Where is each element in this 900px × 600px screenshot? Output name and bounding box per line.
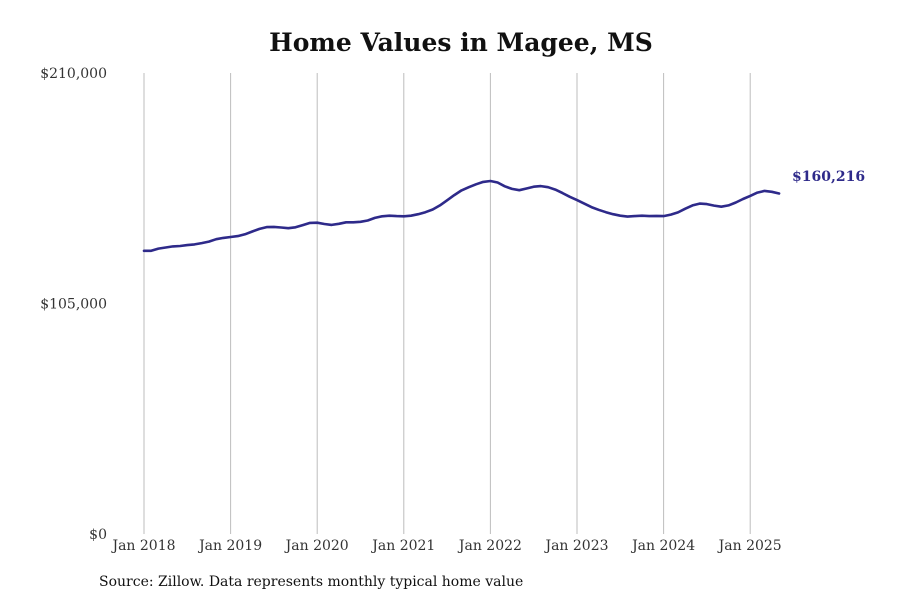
x-tick-label-2018: Jan 2018: [110, 538, 175, 554]
y-tick-label-0: $0: [89, 527, 107, 543]
x-tick-label-2022: Jan 2022: [457, 538, 522, 554]
y-axis-tick-labels: $0 $105,000 $210,000: [40, 66, 107, 543]
source-note: Source: Zillow. Data represents monthly …: [99, 574, 524, 590]
vertical-gridlines: [143, 73, 751, 534]
home-value-line: [142, 179, 781, 253]
x-tick-label-2019: Jan 2019: [197, 538, 262, 554]
x-tick-label-2025: Jan 2025: [717, 538, 782, 554]
y-tick-label-105000: $105,000: [40, 297, 107, 313]
x-tick-label-2024: Jan 2024: [630, 538, 695, 554]
x-tick-label-2020: Jan 2020: [284, 538, 349, 554]
x-axis-tick-labels: Jan 2018 Jan 2019 Jan 2020 Jan 2021 Jan 2022…: [110, 538, 781, 554]
chart-title: Home Values in Magee, MS: [269, 28, 653, 57]
x-tick-label-2023: Jan 2023: [543, 538, 608, 554]
last-value-label: $160,216: [792, 169, 865, 185]
y-tick-label-210000: $210,000: [40, 66, 107, 82]
x-tick-label-2021: Jan 2021: [370, 538, 435, 554]
